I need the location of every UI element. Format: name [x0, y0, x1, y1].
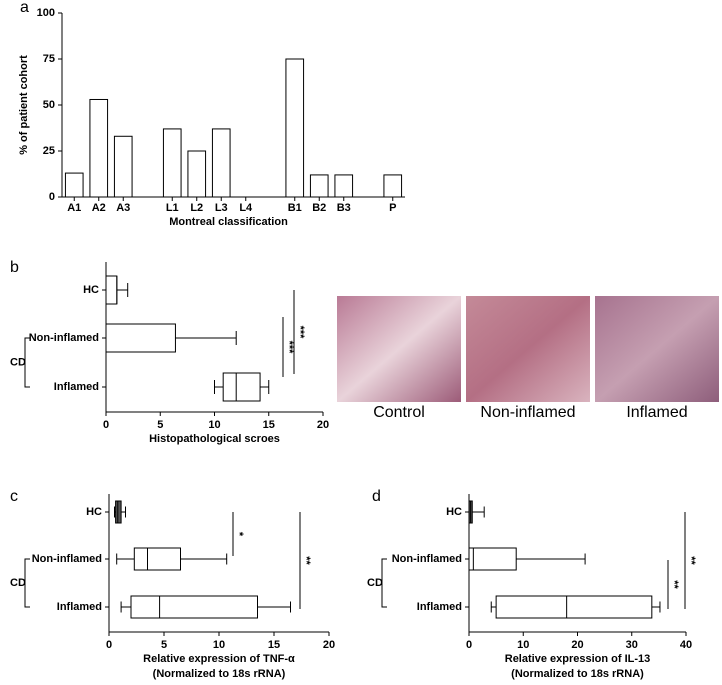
x-axis-label: Relative expression of TNF-α — [143, 653, 295, 665]
x-tick-label: 0 — [466, 639, 472, 651]
x-tick-label: L2 — [190, 202, 203, 214]
x-tick-label: A1 — [67, 202, 81, 214]
significance-label: ** — [668, 580, 680, 589]
x-tick-label: 0 — [106, 639, 112, 651]
group-label: CD — [367, 577, 383, 589]
y-tick-label: Non-inflamed — [392, 553, 462, 565]
bar — [89, 98, 109, 198]
x-axis-label: Histopathological scroes — [149, 433, 280, 445]
y-tick-label: 100 — [37, 7, 55, 19]
x-tick-label: B2 — [312, 202, 326, 214]
box — [105, 323, 176, 353]
x-tick-label: A2 — [92, 202, 106, 214]
x-tick-label: B1 — [288, 202, 302, 214]
box — [133, 547, 182, 571]
micrograph — [337, 296, 461, 402]
x-tick-label: 20 — [323, 639, 335, 651]
bar — [113, 135, 133, 198]
x-tick-label: P — [389, 202, 396, 214]
x-tick-label: 10 — [213, 639, 225, 651]
panel-label: b — [10, 259, 19, 276]
x-tick-label: 10 — [208, 419, 220, 431]
significance-label: ** — [685, 556, 697, 565]
x-tick-label: 20 — [317, 419, 329, 431]
box — [495, 595, 653, 619]
y-tick-label: HC — [446, 506, 462, 518]
bar — [285, 58, 305, 198]
x-tick-label: 30 — [626, 639, 638, 651]
group-bracket — [24, 558, 30, 608]
y-tick-label: HC — [83, 284, 99, 296]
box — [105, 275, 118, 305]
significance-label: *** — [283, 341, 295, 355]
y-tick-label: Non-inflamed — [29, 332, 99, 344]
group-label: CD — [10, 577, 26, 589]
y-tick-label: 0 — [49, 191, 55, 203]
x-tick-label: 15 — [268, 639, 280, 651]
bar — [334, 174, 354, 198]
box — [222, 372, 261, 402]
panel-label: d — [372, 488, 381, 505]
significance-label: * — [233, 532, 245, 537]
group-bracket — [381, 558, 387, 608]
y-tick-label: 75 — [43, 53, 55, 65]
significance-label: ** — [300, 556, 312, 565]
box — [468, 547, 517, 571]
x-tick-label: A3 — [116, 202, 130, 214]
x-axis-label: Relative expression of IL-13 — [505, 653, 651, 665]
micrograph-caption: Inflamed — [626, 404, 687, 421]
x-tick-label: 5 — [157, 419, 163, 431]
x-tick-label: B3 — [337, 202, 351, 214]
bar — [383, 174, 403, 198]
significance-label: *** — [294, 326, 306, 340]
micrograph-caption: Non-inflamed — [480, 404, 575, 421]
micrograph-caption: Control — [373, 404, 425, 421]
y-tick-label: HC — [86, 506, 102, 518]
micrograph — [595, 296, 719, 402]
x-axis-label: Montreal classification — [169, 216, 288, 228]
panel-label: c — [10, 488, 18, 505]
x-tick-label: L4 — [239, 202, 253, 214]
bar — [211, 128, 231, 198]
x-axis-note: (Normalized to 18s rRNA) — [511, 668, 644, 680]
group-bracket — [24, 337, 30, 388]
x-axis-note: (Normalized to 18s rRNA) — [153, 668, 286, 680]
y-tick-label: 50 — [43, 99, 55, 111]
bar — [309, 174, 329, 198]
bar — [162, 128, 182, 198]
x-tick-label: 20 — [571, 639, 583, 651]
bar — [64, 172, 84, 198]
y-tick-label: Non-inflamed — [32, 553, 102, 565]
group-label: CD — [10, 356, 26, 368]
x-tick-label: 15 — [263, 419, 275, 431]
x-tick-label: L3 — [215, 202, 228, 214]
bar — [187, 150, 207, 198]
y-tick-label: Inflamed — [54, 381, 99, 393]
y-axis-label: % of patient cohort — [18, 55, 30, 155]
x-tick-label: 0 — [103, 419, 109, 431]
box — [130, 595, 258, 619]
x-tick-label: 10 — [517, 639, 529, 651]
y-tick-label: Inflamed — [57, 601, 102, 613]
y-tick-label: Inflamed — [417, 601, 462, 613]
x-tick-label: 40 — [680, 639, 692, 651]
y-tick-label: 25 — [43, 145, 55, 157]
panel-label: a — [20, 0, 29, 16]
x-tick-label: 5 — [161, 639, 167, 651]
x-tick-label: L1 — [166, 202, 179, 214]
micrograph — [466, 296, 590, 402]
box — [115, 500, 122, 524]
